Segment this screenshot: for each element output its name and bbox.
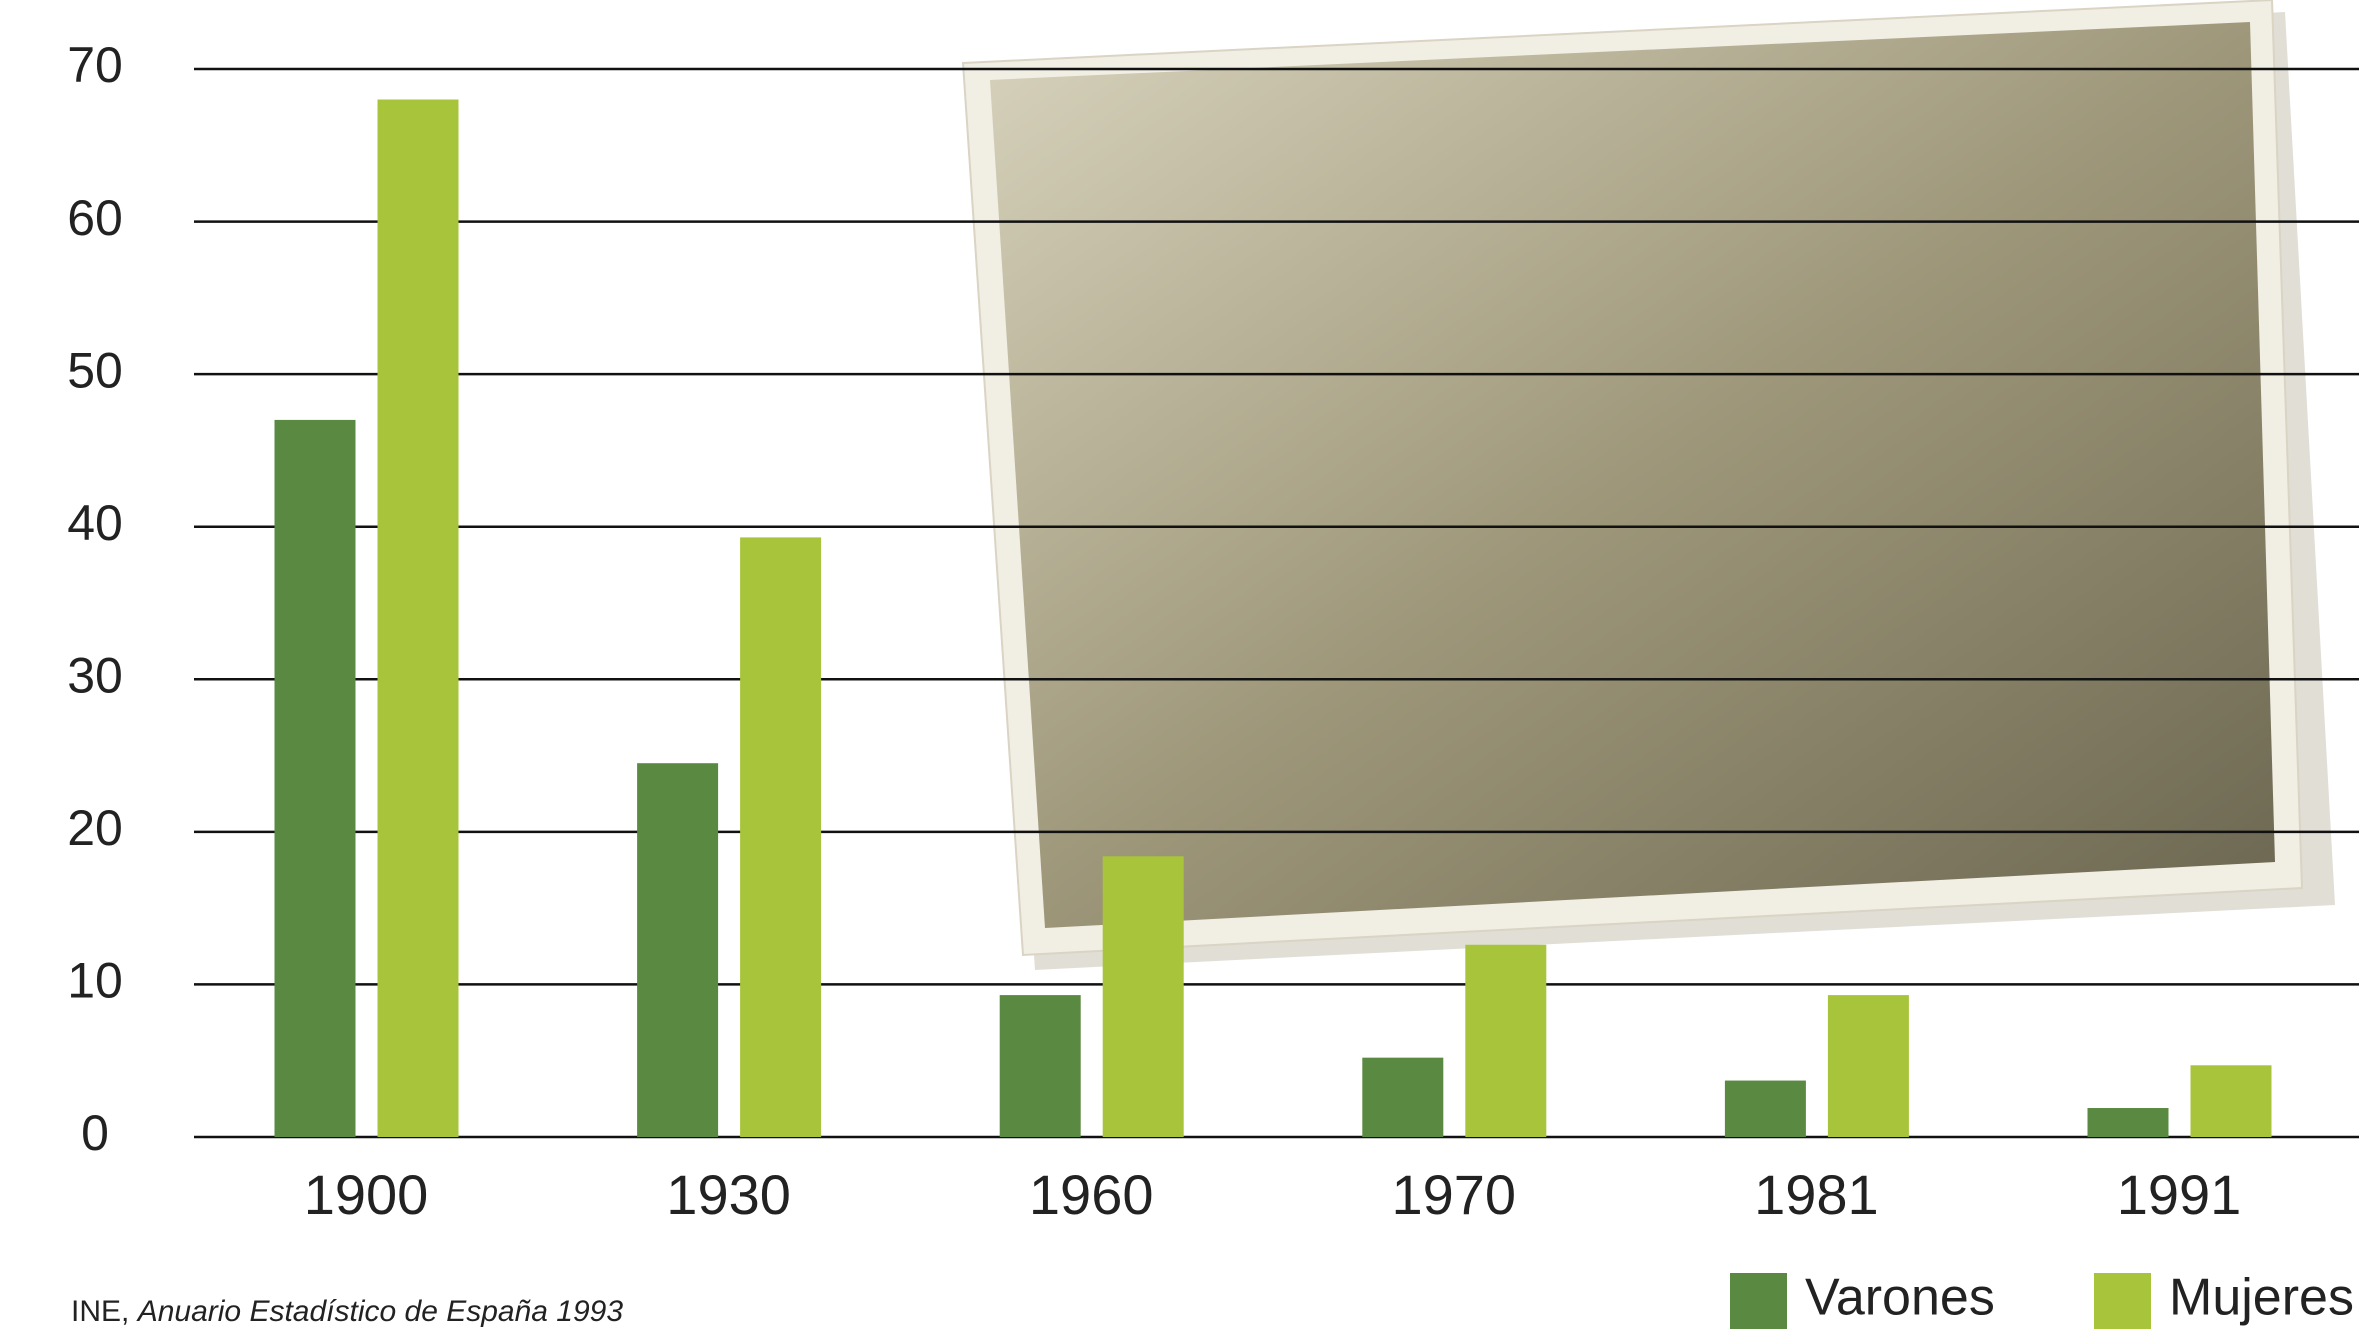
- bar: [2088, 1108, 2169, 1137]
- x-tick-label: 1960: [1029, 1163, 1154, 1226]
- chart: INE, Anuario Estadístico de España 1993 …: [0, 0, 2359, 1329]
- bar: [1000, 995, 1081, 1137]
- y-tick-label: 10: [67, 953, 123, 1009]
- x-tick-label: 1981: [1754, 1163, 1879, 1226]
- photo: [963, 0, 2335, 970]
- bar: [275, 420, 356, 1137]
- bar: [1828, 995, 1909, 1137]
- source-org: INE,: [71, 1295, 129, 1328]
- source-title: Anuario Estadístico de España 1993: [136, 1295, 624, 1328]
- bar: [1465, 945, 1546, 1137]
- bar: [1103, 856, 1184, 1137]
- y-tick-label: 0: [81, 1105, 109, 1161]
- legend-swatch: [1730, 1273, 1787, 1329]
- bar: [1725, 1081, 1806, 1137]
- legend-swatch: [2094, 1273, 2151, 1329]
- x-tick-label: 1930: [666, 1163, 791, 1226]
- x-tick-label: 1900: [304, 1163, 429, 1226]
- legend-label: Mujeres: [2169, 1269, 2354, 1327]
- legend-label: Varones: [1805, 1269, 1995, 1327]
- y-tick-label: 30: [67, 647, 123, 703]
- source: INE, Anuario Estadístico de España 1993: [71, 1295, 623, 1328]
- y-tick-label: 60: [67, 190, 123, 246]
- bar: [637, 763, 718, 1137]
- bar: [378, 100, 459, 1137]
- y-tick-label: 40: [67, 495, 123, 551]
- bar: [2191, 1065, 2272, 1137]
- bar: [740, 537, 821, 1137]
- x-tick-label: 1970: [1392, 1163, 1517, 1226]
- y-tick-label: 70: [67, 37, 123, 93]
- x-tick-label: 1991: [2117, 1163, 2242, 1226]
- y-tick-label: 50: [67, 342, 123, 398]
- y-tick-label: 20: [67, 800, 123, 856]
- bar: [1362, 1058, 1443, 1137]
